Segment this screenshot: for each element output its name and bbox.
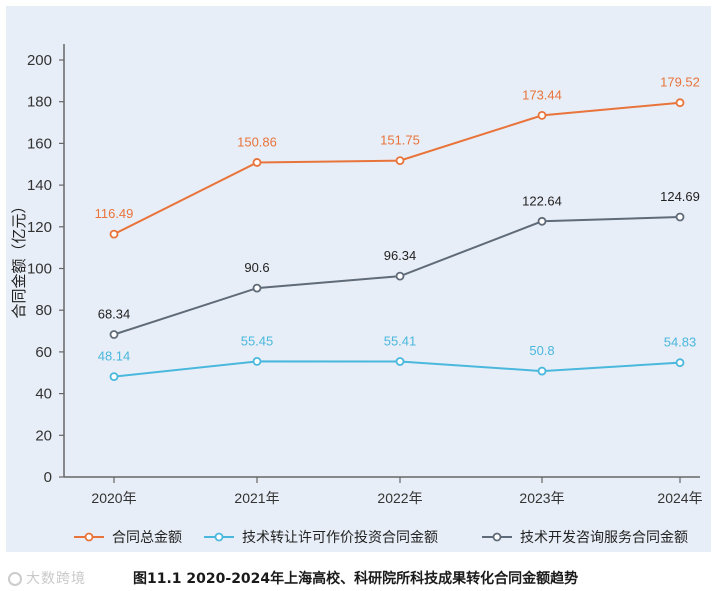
data-label: 179.52 [660, 75, 700, 90]
legend-marker-3 [492, 532, 502, 542]
y-tick-label: 160 [27, 135, 52, 152]
data-label: 55.41 [384, 333, 417, 348]
data-point [675, 358, 685, 368]
data-point [395, 271, 405, 281]
y-tick-label: 180 [27, 94, 52, 111]
data-point [109, 372, 119, 382]
data-label: 54.83 [664, 335, 697, 350]
data-point [109, 229, 119, 239]
legend-label-2: 技术转让许可作价投资合同金额 [242, 529, 438, 545]
legend-label-3: 技术开发咨询服务合同金额 [520, 529, 688, 545]
legend-marker-1 [84, 532, 94, 542]
data-label: 116.49 [95, 206, 134, 221]
series-layer [109, 98, 685, 382]
y-tick-label: 140 [27, 177, 52, 194]
x-tick-label: 2024年 [657, 490, 702, 506]
data-point [537, 366, 547, 376]
data-label: 150.86 [237, 134, 277, 149]
watermark: 大数跨境 [8, 568, 86, 588]
data-label: 50.8 [529, 343, 554, 358]
data-point [395, 357, 405, 366]
data-point [675, 212, 685, 222]
y-tick-label: 20 [35, 427, 52, 444]
data-label: 124.69 [660, 189, 700, 204]
data-label: 151.75 [380, 133, 420, 148]
y-tick-label: 120 [27, 219, 52, 236]
y-tick-label: 60 [35, 344, 52, 361]
x-tick-label: 2021年 [234, 490, 279, 506]
series-line-1 [113, 101, 681, 236]
y-axis-title: 合同金额（亿元） [11, 198, 28, 318]
figure-caption-bar: 大数跨境 图11.1 2020-2024年上海高校、科研院所科技成果转化合同金额… [0, 560, 717, 591]
line-chart: 0 20 40 60 80 100 120 140 160 180 200 2020年 2021年 202… [11, 44, 703, 545]
legend-label-1: 合同总金额 [112, 529, 182, 545]
data-label: 48.14 [98, 349, 131, 364]
data-point [675, 98, 685, 108]
x-tick-label: 2023年 [519, 490, 564, 506]
data-point [109, 330, 119, 339]
data-point [252, 356, 262, 366]
x-tick-label: 2022年 [377, 490, 422, 506]
watermark-text: 大数跨境 [26, 571, 86, 587]
legend-marker-2 [214, 532, 224, 542]
data-point [252, 158, 262, 167]
data-point [395, 156, 405, 166]
watermark-logo-icon [8, 572, 22, 586]
axes-layer: 0 20 40 60 80 100 120 140 160 180 200 2020年 2021年 202… [11, 44, 703, 506]
data-point [537, 110, 547, 120]
y-tick-label: 100 [27, 261, 52, 278]
legend-layer: 合同总金额 技术转让许可作价投资合同金额 技术开发咨询服务合同金额 [74, 529, 688, 545]
data-label: 68.34 [98, 307, 131, 322]
figure-caption: 图11.1 2020-2024年上海高校、科研院所科技成果转化合同金额趋势 [133, 571, 579, 587]
y-tick-label: 200 [27, 52, 52, 69]
data-label: 173.44 [522, 87, 562, 102]
x-tick-label: 2020年 [91, 490, 136, 506]
data-point [252, 283, 262, 293]
data-label: 55.45 [241, 333, 274, 348]
y-tick-label: 80 [35, 302, 52, 319]
data-point [537, 216, 547, 226]
y-tick-label: 40 [35, 386, 52, 403]
y-tick-label: 0 [44, 469, 52, 486]
data-label: 90.6 [244, 260, 269, 275]
data-labels-layer: 116.49 150.86 151.75 173.44 179.52 48.14 55.45… [95, 75, 700, 364]
data-label: 122.64 [522, 193, 562, 208]
data-label: 96.34 [384, 248, 417, 263]
